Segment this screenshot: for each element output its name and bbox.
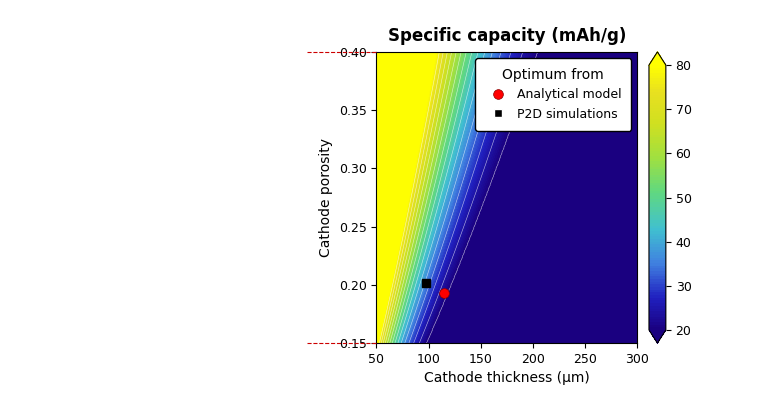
PathPatch shape bbox=[649, 52, 666, 65]
Y-axis label: Cathode porosity: Cathode porosity bbox=[319, 138, 333, 257]
PathPatch shape bbox=[649, 330, 666, 343]
Legend: Analytical model, P2D simulations: Analytical model, P2D simulations bbox=[475, 58, 631, 130]
X-axis label: Cathode thickness (μm): Cathode thickness (μm) bbox=[424, 371, 590, 385]
Title: Specific capacity (mAh/g): Specific capacity (mAh/g) bbox=[388, 27, 626, 45]
